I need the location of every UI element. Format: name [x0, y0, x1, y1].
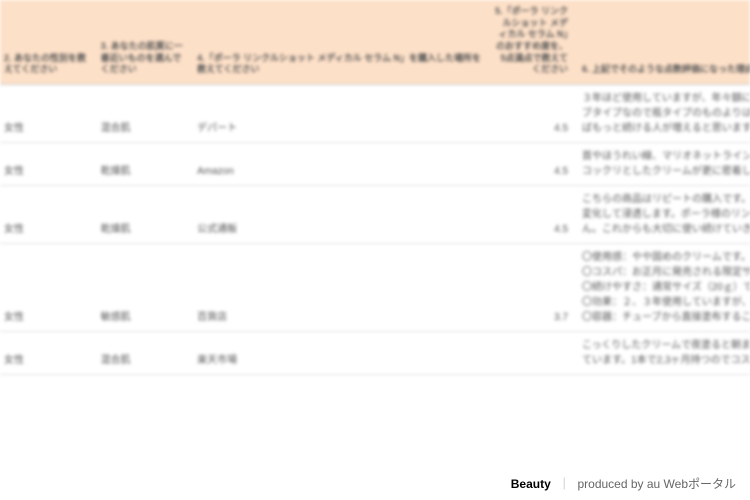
cell-reason: こちらの商品はリピートの購入です。最 変化して浸透します。ポーラ様のリンク ん。…: [578, 186, 750, 244]
cell-gender: 女性: [0, 332, 97, 375]
footer-tagline: produced by au Webポータル: [577, 477, 736, 491]
cell-gender: 女性: [0, 143, 97, 186]
table-row: 女性 敏感肌 百貨店 3.7 〇使用感：やや固めのクリームです。私 〇コスパ：お…: [0, 244, 750, 332]
table-row: 女性 混合肌 楽天市場 こっくりしたクリームで夜塗ると朝まで ています。1本で2…: [0, 332, 750, 375]
cell-skin: 混合肌: [97, 85, 194, 143]
cell-reason: 首やほうれい線、マリオネットラインが コックリとしたクリームが更に密着して: [578, 143, 750, 186]
table-row: 女性 混合肌 デパート 4.5 ３年ほど使用していますが、年々額にあ ブタイプな…: [0, 85, 750, 143]
table-row: 女性 乾燥肌 Amazon 4.5 首やほうれい線、マリオネットラインが コック…: [0, 143, 750, 186]
cell-score: 4.5: [491, 85, 578, 143]
cell-reason: こっくりしたクリームで夜塗ると朝まで ています。1本で2,3ヶ月持つのでコスパ: [578, 332, 750, 375]
cell-store: デパート: [193, 85, 491, 143]
col-header-gender: 2. あなたの性別を教えてください: [0, 0, 97, 85]
col-header-reason: 6. 上記でそのような点数評価になった理由を「使用感: [578, 0, 750, 85]
cell-score: 4.5: [491, 186, 578, 244]
footer-credit: Beauty ｜ produced by au Webポータル: [511, 475, 736, 492]
cell-reason: 〇使用感：やや固めのクリームです。私 〇コスパ：お正月に発売される限定サイ 〇続…: [578, 244, 750, 332]
cell-gender: 女性: [0, 244, 97, 332]
footer-separator: ｜: [558, 477, 570, 491]
survey-table-wrapper: 2. あなたの性別を教えてください 3. あなたの肌質に一番近いものを選んでくだ…: [0, 0, 750, 500]
cell-gender: 女性: [0, 186, 97, 244]
footer-brand: Beauty: [511, 477, 551, 491]
cell-score: 3.7: [491, 244, 578, 332]
table-row: 女性 乾燥肌 公式通販 4.5 こちらの商品はリピートの購入です。最 変化して浸…: [0, 186, 750, 244]
cell-store: 楽天市場: [193, 332, 491, 375]
col-header-skin: 3. あなたの肌質に一番近いものを選んでください: [97, 0, 194, 85]
col-header-store: 4.「ポーラ リンクルショット メディカル セラム N」を購入した場所を教えてく…: [193, 0, 491, 85]
cell-store: Amazon: [193, 143, 491, 186]
cell-score: [491, 332, 578, 375]
cell-skin: 敏感肌: [97, 244, 194, 332]
col-header-score: 5.「ポーラ リンクルショット メディカル セラム N」のおすすめ度を、5点満点…: [491, 0, 578, 85]
cell-skin: 乾燥肌: [97, 186, 194, 244]
table-body: 女性 混合肌 デパート 4.5 ３年ほど使用していますが、年々額にあ ブタイプな…: [0, 85, 750, 375]
cell-gender: 女性: [0, 85, 97, 143]
table-header-row: 2. あなたの性別を教えてください 3. あなたの肌質に一番近いものを選んでくだ…: [0, 0, 750, 85]
cell-store: 百貨店: [193, 244, 491, 332]
cell-score: 4.5: [491, 143, 578, 186]
cell-skin: 乾燥肌: [97, 143, 194, 186]
survey-table: 2. あなたの性別を教えてください 3. あなたの肌質に一番近いものを選んでくだ…: [0, 0, 750, 375]
cell-store: 公式通販: [193, 186, 491, 244]
cell-reason: ３年ほど使用していますが、年々額にあ ブタイプなので瓶タイプのものよりは衛 ばも…: [578, 85, 750, 143]
cell-skin: 混合肌: [97, 332, 194, 375]
